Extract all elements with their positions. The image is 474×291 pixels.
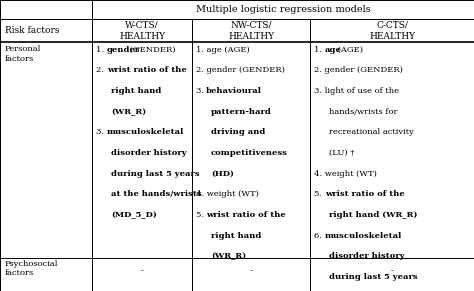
Text: gender: gender bbox=[107, 46, 140, 54]
Text: musculoskeletal: musculoskeletal bbox=[107, 128, 184, 136]
Text: wrist ratio of the: wrist ratio of the bbox=[107, 66, 186, 74]
Text: 2. gender (GENDER): 2. gender (GENDER) bbox=[196, 66, 284, 74]
Text: wrist ratio of the: wrist ratio of the bbox=[325, 190, 404, 198]
Text: (LU) †: (LU) † bbox=[329, 149, 355, 157]
Text: competitiveness: competitiveness bbox=[211, 149, 288, 157]
Text: (GENDER): (GENDER) bbox=[127, 46, 175, 54]
Text: C-CTS/
HEALTHY: C-CTS/ HEALTHY bbox=[369, 20, 415, 41]
Text: age: age bbox=[325, 46, 342, 54]
Text: driving and: driving and bbox=[211, 128, 265, 136]
Text: pattern-hard: pattern-hard bbox=[211, 108, 272, 116]
Text: 1. age (AGE): 1. age (AGE) bbox=[196, 46, 249, 54]
Text: Multiple logistic regression models: Multiple logistic regression models bbox=[196, 5, 371, 14]
Text: NW-CTS/
HEALTHY: NW-CTS/ HEALTHY bbox=[228, 20, 274, 41]
Text: disorder history: disorder history bbox=[329, 252, 405, 260]
Text: 4. weight (WT): 4. weight (WT) bbox=[314, 170, 377, 178]
Text: -: - bbox=[250, 267, 253, 275]
Text: right hand (WR_R): right hand (WR_R) bbox=[329, 211, 418, 219]
Text: 6.: 6. bbox=[314, 232, 325, 239]
Text: at the hands/wrists: at the hands/wrists bbox=[111, 190, 202, 198]
Text: (HD): (HD) bbox=[211, 170, 234, 178]
Text: -: - bbox=[141, 267, 144, 275]
Text: 5.: 5. bbox=[196, 211, 206, 219]
Text: 3.: 3. bbox=[196, 87, 206, 95]
Text: hands/wrists for: hands/wrists for bbox=[329, 108, 398, 116]
Text: (MD_5_D): (MD_5_D) bbox=[111, 211, 157, 219]
Text: recreational activity: recreational activity bbox=[329, 128, 414, 136]
Text: 1.: 1. bbox=[314, 46, 325, 54]
Text: disorder history: disorder history bbox=[111, 149, 187, 157]
Text: -: - bbox=[391, 267, 394, 275]
Text: 2. gender (GENDER): 2. gender (GENDER) bbox=[314, 66, 403, 74]
Text: musculoskeletal: musculoskeletal bbox=[325, 232, 402, 239]
Text: (AGE): (AGE) bbox=[335, 46, 363, 54]
Text: (WR_R): (WR_R) bbox=[211, 252, 246, 260]
Text: Psychosocial
factors: Psychosocial factors bbox=[5, 260, 58, 277]
Text: right hand: right hand bbox=[211, 232, 261, 239]
Text: behavioural: behavioural bbox=[206, 87, 262, 95]
Text: Risk factors: Risk factors bbox=[5, 26, 59, 35]
Text: wrist ratio of the: wrist ratio of the bbox=[206, 211, 286, 219]
Text: right hand: right hand bbox=[111, 87, 162, 95]
Text: W-CTS/
HEALTHY: W-CTS/ HEALTHY bbox=[119, 20, 165, 41]
Text: 4. weight (WT): 4. weight (WT) bbox=[196, 190, 259, 198]
Text: 1.: 1. bbox=[96, 46, 107, 54]
Text: 2.: 2. bbox=[96, 66, 107, 74]
Text: 5.: 5. bbox=[314, 190, 325, 198]
Text: 3.: 3. bbox=[96, 128, 107, 136]
Text: (WR_R): (WR_R) bbox=[111, 108, 146, 116]
Text: during last 5 years: during last 5 years bbox=[111, 170, 200, 178]
Text: during last 5 years: during last 5 years bbox=[329, 273, 418, 281]
Text: Personal
factors: Personal factors bbox=[5, 45, 41, 63]
Text: 3. light of use of the: 3. light of use of the bbox=[314, 87, 399, 95]
